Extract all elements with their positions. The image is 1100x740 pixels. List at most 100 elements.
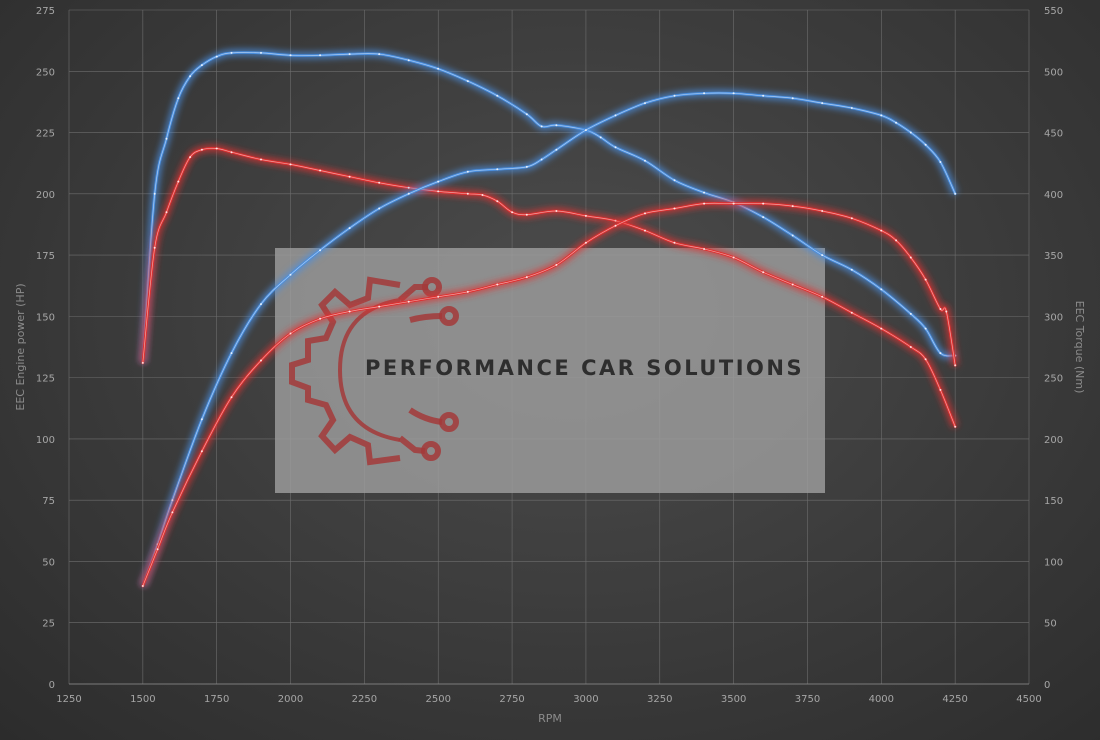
y-left-tick-label: 275	[36, 6, 55, 17]
data-point	[945, 310, 948, 313]
data-point	[614, 224, 617, 227]
data-point	[924, 358, 927, 361]
data-point	[378, 207, 381, 210]
x-tick-labels: 1250 1500 1750 2000 2250 2500 2750 3000 3250 3500…	[56, 694, 1041, 705]
data-point	[614, 146, 617, 149]
y-left-tick-label: 200	[36, 190, 55, 201]
y-left-tick-label: 125	[36, 374, 55, 385]
x-tick-label: 3500	[721, 694, 746, 705]
data-point	[703, 92, 706, 95]
y-right-tick-label: 500	[1044, 67, 1063, 78]
data-point	[525, 276, 528, 279]
data-point	[319, 169, 322, 172]
data-point	[909, 131, 912, 134]
data-point	[791, 205, 794, 208]
data-point	[599, 136, 602, 139]
data-point	[540, 158, 543, 161]
y-left-tick-label: 0	[49, 680, 55, 691]
data-point	[762, 271, 765, 274]
data-point	[791, 97, 794, 100]
data-point	[319, 54, 322, 57]
data-point	[614, 114, 617, 117]
data-point	[165, 211, 168, 214]
data-point	[673, 94, 676, 97]
y-right-axis-title: EEC Torque (Nm)	[1073, 301, 1086, 394]
data-point	[348, 175, 351, 178]
data-point	[850, 268, 853, 271]
data-point	[200, 450, 203, 453]
x-tick-label: 1250	[56, 694, 81, 705]
data-point	[141, 361, 144, 364]
x-tick-label: 3750	[795, 694, 820, 705]
data-point	[909, 346, 912, 348]
data-point	[378, 181, 381, 184]
data-point	[466, 192, 469, 195]
x-tick-label: 3000	[573, 694, 598, 705]
x-tick-label: 1750	[204, 694, 229, 705]
y-left-tick-label: 100	[36, 435, 55, 446]
y-right-tick-labels: 0 50 100 150 200 250 300 350 400 450 500 550	[1044, 6, 1063, 691]
data-point	[378, 305, 381, 308]
x-tick-label: 2250	[352, 694, 377, 705]
data-point	[614, 219, 617, 222]
data-point	[466, 290, 469, 293]
data-point	[171, 499, 174, 502]
data-point	[939, 388, 942, 391]
data-point	[525, 165, 528, 168]
data-point	[437, 295, 440, 298]
data-point	[924, 278, 927, 281]
x-tick-label: 2750	[499, 694, 524, 705]
data-point	[260, 158, 262, 161]
data-point	[407, 186, 410, 189]
data-point	[880, 327, 883, 330]
data-point	[260, 359, 262, 362]
y-right-tick-label: 150	[1044, 496, 1063, 507]
series-stock-torque	[139, 144, 959, 429]
data-point	[762, 94, 765, 97]
series-stock-power	[139, 199, 959, 588]
data-point	[895, 121, 898, 124]
data-point	[319, 317, 322, 320]
data-point	[555, 148, 558, 151]
data-point	[466, 80, 469, 83]
data-point	[791, 283, 794, 286]
y-right-tick-label: 250	[1044, 374, 1063, 385]
data-point	[230, 396, 233, 399]
data-point	[289, 332, 292, 335]
data-point	[407, 192, 410, 195]
x-axis-title: RPM	[538, 712, 562, 725]
data-point	[437, 180, 440, 183]
data-point	[437, 190, 440, 193]
data-point	[703, 191, 706, 194]
series-lines	[139, 49, 959, 588]
y-left-tick-label: 150	[36, 312, 55, 323]
data-point	[230, 352, 233, 355]
data-point	[850, 311, 853, 314]
data-point	[260, 51, 262, 54]
series-tuned-torque	[139, 49, 957, 365]
y-right-tick-label: 50	[1044, 619, 1057, 630]
data-point	[481, 194, 484, 196]
data-point	[644, 102, 646, 105]
y-right-tick-label: 400	[1044, 190, 1063, 201]
y-left-tick-label: 50	[42, 557, 55, 568]
data-point	[200, 418, 203, 421]
data-point	[407, 59, 410, 62]
y-right-tick-label: 0	[1044, 680, 1050, 691]
data-point	[821, 102, 824, 105]
data-point	[200, 148, 203, 151]
data-point	[895, 239, 898, 242]
data-point	[954, 425, 957, 428]
data-point	[909, 256, 912, 259]
data-point	[732, 202, 735, 205]
y-right-tick-label: 100	[1044, 557, 1063, 568]
x-tick-label: 4500	[1016, 694, 1041, 705]
data-point	[348, 310, 351, 313]
x-tick-label: 4000	[869, 694, 894, 705]
data-point	[954, 364, 957, 367]
data-point	[880, 114, 883, 117]
data-point	[319, 249, 322, 252]
data-point	[762, 202, 765, 205]
data-point	[215, 55, 218, 58]
data-point	[177, 97, 180, 100]
